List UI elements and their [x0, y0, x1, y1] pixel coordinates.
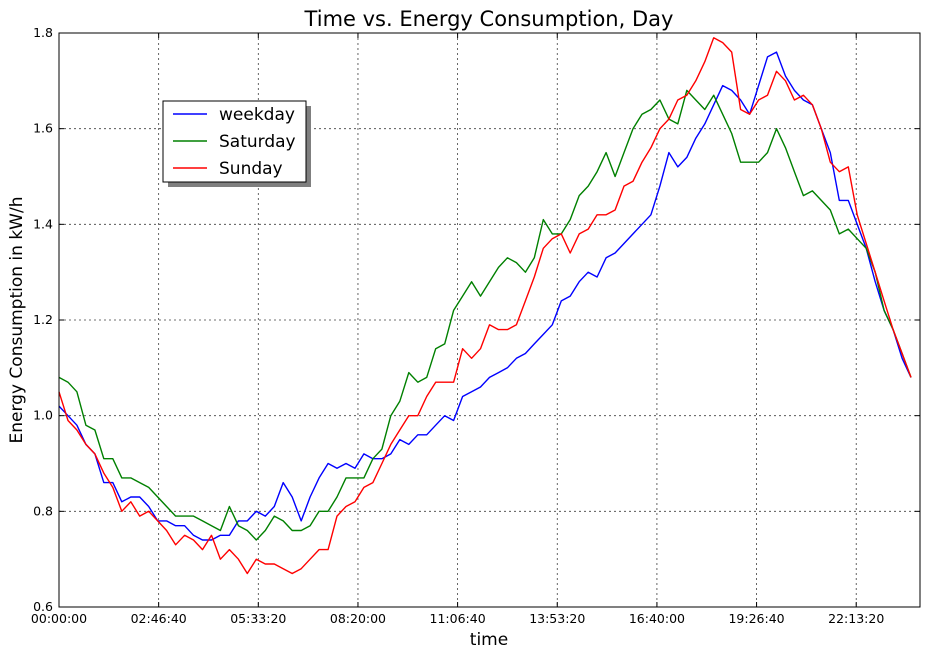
- y-tick-label: 1.2: [33, 312, 53, 327]
- y-axis-label: Energy Consumption in kW/h: [7, 197, 27, 444]
- x-tick-label: 19:26:40: [728, 611, 784, 626]
- y-tick-label: 1.6: [33, 121, 53, 136]
- plot-series: [58, 37, 912, 575]
- grid-lines: [59, 33, 920, 607]
- series-line-sunday: [58, 37, 912, 575]
- y-tick-label: 0.6: [33, 599, 53, 614]
- axis-ticks: [58, 32, 920, 608]
- x-tick-label: 22:13:20: [828, 611, 884, 626]
- legend-entries: weekday Saturday Sunday: [173, 105, 296, 179]
- y-tick-label: 1.8: [33, 25, 53, 40]
- y-tick-label: 0.8: [33, 503, 53, 518]
- x-tick-labels: 00:00:00 02:46:40 05:33:20 08:20:00 11:06:40…: [31, 611, 884, 626]
- chart-title: Time vs. Energy Consumption, Day: [304, 7, 674, 31]
- legend-label-saturday: Saturday: [219, 132, 296, 152]
- x-tick-label: 08:20:00: [330, 611, 386, 626]
- x-axis-label: time: [470, 630, 508, 650]
- x-tick-label: 13:53:20: [529, 611, 585, 626]
- legend: weekday Saturday Sunday: [162, 100, 311, 187]
- y-tick-label: 1.0: [33, 408, 53, 423]
- x-tick-label: 00:00:00: [31, 611, 87, 626]
- series-line-weekday: [58, 51, 912, 541]
- y-tick-labels: 0.6 0.8 1.0 1.2 1.4 1.6 1.8: [33, 25, 53, 614]
- y-tick-label: 1.4: [33, 216, 53, 231]
- series-line-saturday: [58, 89, 912, 541]
- legend-label-weekday: weekday: [219, 105, 295, 125]
- x-tick-label: 11:06:40: [430, 611, 486, 626]
- x-tick-label: 05:33:20: [230, 611, 286, 626]
- legend-label-sunday: Sunday: [219, 159, 283, 179]
- x-tick-label: 16:40:00: [629, 611, 685, 626]
- x-tick-label: 02:46:40: [131, 611, 187, 626]
